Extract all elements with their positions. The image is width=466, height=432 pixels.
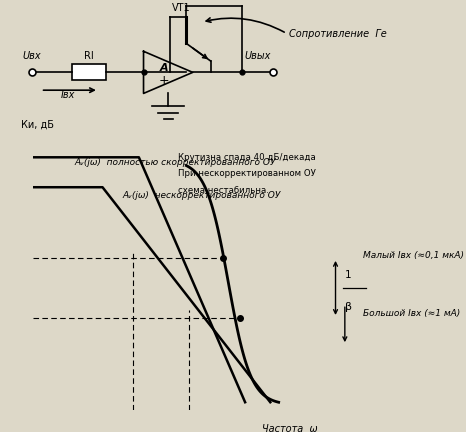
Text: Ки, дБ: Ки, дБ bbox=[21, 120, 55, 130]
Text: Частота  ω: Частота ω bbox=[262, 424, 318, 432]
Text: Крутизна спада 40 дБ/декада: Крутизна спада 40 дБ/декада bbox=[178, 153, 316, 162]
Text: При нескорректированном ОУ: При нескорректированном ОУ bbox=[178, 169, 316, 178]
Text: RI: RI bbox=[83, 51, 93, 61]
Text: Aᵥ(jω)  полностью скорректированного ОУ: Aᵥ(jω) полностью скорректированного ОУ bbox=[75, 159, 276, 168]
Text: Iвх: Iвх bbox=[60, 90, 75, 100]
Text: Малый Iвх (≈0,1 мкА): Малый Iвх (≈0,1 мкА) bbox=[363, 251, 465, 260]
Text: Большой Iвх (≈1 мА): Большой Iвх (≈1 мА) bbox=[363, 309, 461, 318]
FancyBboxPatch shape bbox=[72, 64, 105, 80]
Text: Сопротивление  Ге: Сопротивление Ге bbox=[289, 29, 387, 39]
Text: Uвых: Uвых bbox=[245, 51, 271, 61]
Text: VT1: VT1 bbox=[172, 3, 191, 13]
Text: +: + bbox=[158, 74, 169, 87]
Text: Aᵥ(jω)  нескорректированного ОУ: Aᵥ(jω) нескорректированного ОУ bbox=[122, 191, 281, 200]
Text: схема нестабильна.: схема нестабильна. bbox=[178, 186, 269, 195]
Text: 1: 1 bbox=[345, 270, 351, 280]
Text: Uвх: Uвх bbox=[22, 51, 41, 61]
Text: A: A bbox=[159, 63, 168, 73]
Text: β: β bbox=[345, 302, 352, 311]
